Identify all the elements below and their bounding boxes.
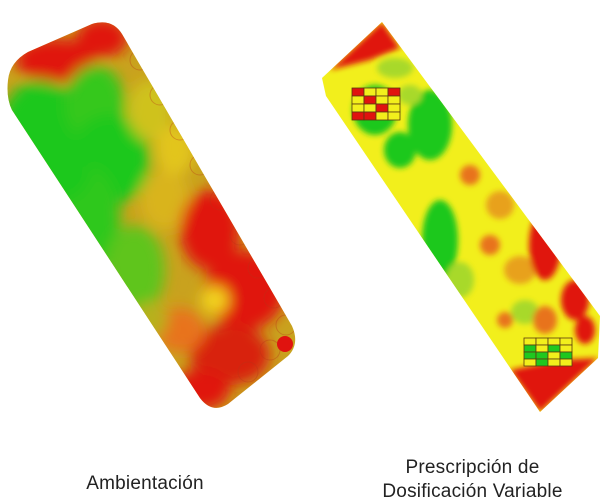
prescripcion-caption-line2: Dosificación Variable bbox=[382, 481, 563, 502]
ambientacion-caption: Ambientación bbox=[40, 472, 250, 496]
rate-grid-icon bbox=[523, 337, 573, 367]
rate-grid-icon bbox=[351, 87, 401, 121]
field-end-marker bbox=[277, 336, 293, 352]
prescripcion-caption-line1: Prescripción de bbox=[405, 457, 540, 478]
ambientacion-map bbox=[7, 22, 296, 408]
prescripcion-caption: Prescripción de Dosificación Variable bbox=[345, 456, 600, 504]
ambientacion-caption-text: Ambientación bbox=[86, 473, 204, 494]
